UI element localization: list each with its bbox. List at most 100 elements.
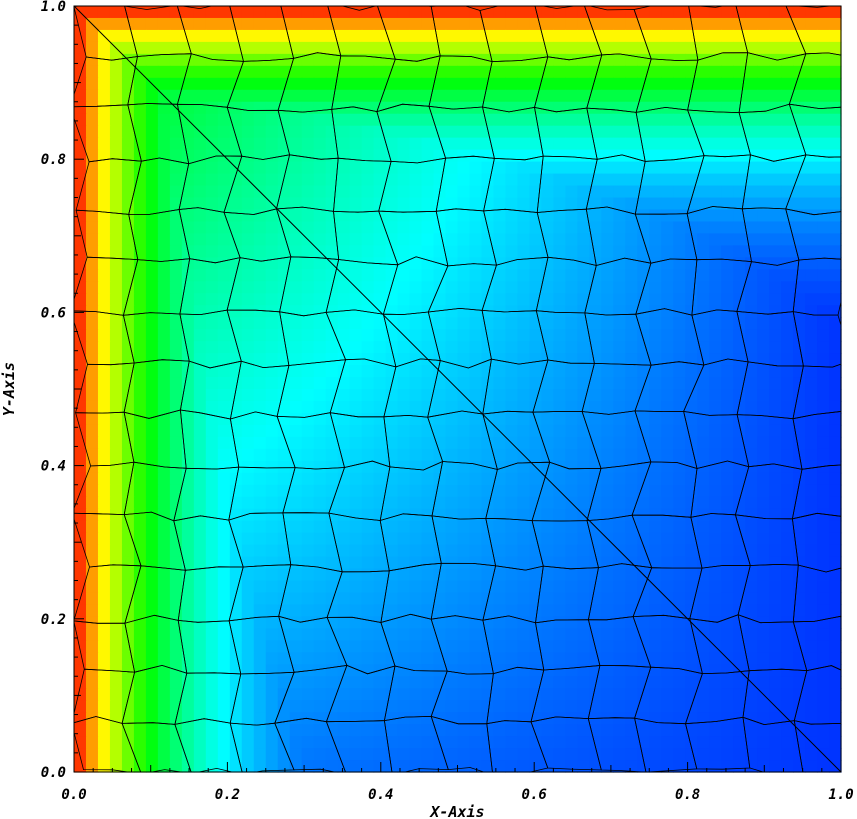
heatmap-cell [349,484,363,498]
heatmap-cell [421,712,435,725]
heatmap-cell [409,688,423,701]
heatmap-cell [181,412,195,426]
heatmap-cell [445,341,459,354]
heatmap-cell [457,197,471,211]
heatmap-cell [805,365,818,378]
heatmap-cell [301,185,315,199]
heatmap-cell [445,305,459,318]
heatmap-cell [469,377,483,390]
heatmap-cell [217,173,231,187]
heatmap-cell [373,448,387,462]
heatmap-cell [181,353,195,366]
heatmap-cell [673,161,686,175]
heatmap-cell [517,221,530,235]
heatmap-cell [193,616,207,629]
heatmap-cell [817,424,830,438]
heatmap-cell [781,400,794,414]
heatmap-cell [97,448,111,462]
heatmap-cell [781,221,794,235]
heatmap-cell [349,520,363,534]
heatmap-cell [493,389,507,402]
heatmap-cell [121,544,135,558]
heatmap-cell [565,604,578,618]
heatmap-cell [529,173,542,187]
heatmap-cell [97,556,111,570]
heatmap-cell [565,377,578,390]
heatmap-cell [517,161,530,175]
heatmap-cell [361,712,375,725]
heatmap-cell [553,496,566,510]
heatmap-cell [481,149,495,163]
heatmap-cell [577,389,590,402]
heatmap-cell [457,712,471,725]
heatmap-cell [229,712,243,725]
heatmap-cell [253,221,267,235]
heatmap-cell [421,233,435,246]
x-axis-title: X-Axis [428,803,484,819]
heatmap-cell [349,760,363,773]
heatmap-cell [709,257,722,270]
heatmap-cell [157,17,171,31]
heatmap-cell [229,377,243,390]
heatmap-cell [517,6,530,19]
heatmap-cell [829,532,842,546]
heatmap-cell [217,197,231,211]
heatmap-cell [193,221,207,235]
heatmap-cell [529,221,542,235]
heatmap-cell [541,161,554,175]
heatmap-cell [661,496,674,510]
heatmap-cell [601,149,614,163]
heatmap-cell [277,484,291,498]
heatmap-cell [577,556,590,570]
heatmap-cell [793,484,806,498]
heatmap-cell [289,41,303,55]
heatmap-cell [697,448,710,462]
heatmap-cell [157,137,171,151]
heatmap-cell [145,556,159,570]
heatmap-cell [265,125,279,139]
heatmap-cell [673,281,686,294]
heatmap-cell [181,448,195,462]
heatmap-cell [229,520,243,534]
heatmap-cell [757,209,770,223]
heatmap-cell [313,568,327,582]
heatmap-cell [253,149,267,163]
heatmap-cell [625,652,638,665]
heatmap-cell [805,377,818,390]
heatmap-cell [829,604,842,618]
heatmap-cell [109,688,123,701]
heatmap-cell [109,556,123,570]
heatmap-cell [217,329,231,342]
heatmap-cell [829,556,842,570]
heatmap-cell [721,520,734,534]
heatmap-cell [229,101,243,115]
heatmap-cell [157,293,171,306]
heatmap-cell [361,568,375,582]
heatmap-cell [781,65,794,79]
heatmap-cell [541,29,554,43]
heatmap-cell [361,389,375,402]
heatmap-cell [673,89,686,103]
heatmap-cell [409,748,423,761]
heatmap-cell [493,604,507,618]
heatmap-cell [397,29,411,43]
heatmap-cell [577,317,590,330]
heatmap-cell [805,197,818,211]
heatmap-cell [565,185,578,199]
heatmap-cell [829,496,842,510]
heatmap-cell [601,568,614,582]
heatmap-cell [553,700,566,713]
heatmap-cell [493,149,507,163]
heatmap-cell [85,736,99,749]
heatmap-cell [733,161,746,175]
heatmap-cell [481,305,495,318]
heatmap-cell [649,604,662,618]
heatmap-cell [697,436,710,450]
heatmap-cell [793,293,806,306]
heatmap-cell [817,329,830,342]
heatmap-cell [613,676,626,689]
heatmap-cell [145,329,159,342]
heatmap-cell [493,113,507,127]
heatmap-cell [361,736,375,749]
heatmap-cell [409,640,423,653]
